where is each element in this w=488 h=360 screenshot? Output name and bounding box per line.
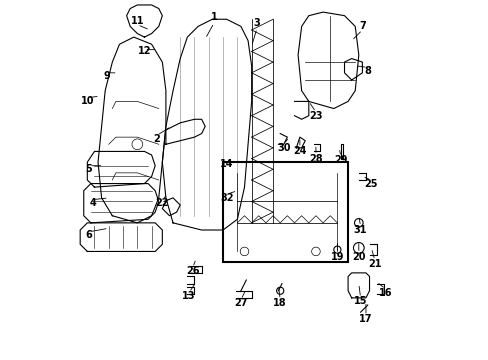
Text: 22: 22 [155, 198, 169, 208]
Text: 12: 12 [138, 46, 151, 57]
Text: 13: 13 [182, 291, 196, 301]
Text: 6: 6 [85, 230, 92, 240]
Text: 21: 21 [367, 259, 381, 269]
Bar [223, 162, 347, 262]
Text: 19: 19 [330, 252, 344, 262]
Text: 10: 10 [81, 96, 94, 107]
Text: 30: 30 [277, 143, 290, 153]
Text: 29: 29 [333, 156, 347, 165]
Text: 28: 28 [308, 154, 322, 163]
Text: 2: 2 [153, 134, 160, 144]
Text: 5: 5 [85, 164, 92, 174]
Text: 3: 3 [253, 18, 260, 28]
Text: 11: 11 [130, 16, 144, 26]
Text: 9: 9 [103, 71, 110, 81]
Text: 17: 17 [359, 314, 372, 324]
Text: 16: 16 [378, 288, 391, 297]
Text: 32: 32 [220, 193, 233, 203]
Text: 1: 1 [210, 13, 217, 22]
Text: 4: 4 [89, 198, 96, 208]
Text: 23: 23 [308, 111, 322, 121]
Text: 31: 31 [353, 225, 366, 235]
Text: 20: 20 [351, 252, 365, 262]
Text: 27: 27 [234, 298, 247, 308]
Text: 8: 8 [364, 66, 370, 76]
Text: 25: 25 [364, 179, 377, 189]
Text: 24: 24 [292, 147, 306, 157]
Text: 7: 7 [358, 21, 365, 31]
Text: 14: 14 [220, 159, 233, 169]
Text: 15: 15 [353, 296, 366, 306]
Text: 26: 26 [185, 266, 199, 276]
Text: 18: 18 [273, 298, 286, 308]
